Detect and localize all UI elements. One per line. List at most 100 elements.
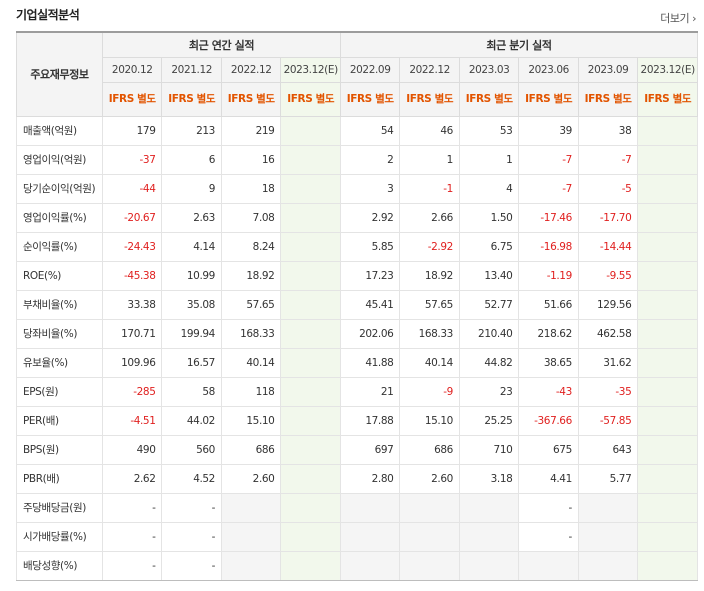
table-row: ROE(%) -45.38 10.99 18.92 17.23 18.92 13.40 -1.… [16,260,698,291]
value-cell [339,550,401,581]
value-cell: - [518,521,579,552]
value-cell: 560 [161,434,222,465]
value-cell: 118 [220,376,282,407]
value-cell: 31.62 [577,347,639,378]
value-cell: 40.14 [220,347,282,378]
value-cell: 109.96 [101,347,163,378]
value-cell: -44 [101,173,163,204]
accounting-standard-header: IFRS 별도 [518,81,579,117]
value-cell: 41.88 [339,347,401,378]
row-label: EPS(원) [16,376,103,407]
value-cell: 6.75 [458,231,520,262]
value-cell [577,550,639,581]
value-cell: 2.60 [220,463,282,494]
value-cell [637,521,698,552]
value-cell: 4.41 [518,463,579,494]
value-cell: 179 [101,115,163,146]
value-cell: 213 [161,115,222,146]
value-cell: 168.33 [399,318,460,349]
value-cell: 33.38 [101,289,163,320]
value-cell: -20.67 [101,202,163,233]
value-cell: 1 [399,144,460,175]
value-cell: 462.58 [577,318,639,349]
value-cell: 53 [458,115,520,146]
value-cell: 2.60 [399,463,460,494]
value-cell [220,521,282,552]
value-cell: 21 [339,376,401,407]
value-cell: 58 [161,376,222,407]
value-cell [637,434,698,465]
value-cell: 202.06 [339,318,401,349]
value-cell: 15.10 [220,405,282,436]
period-header: 2022.12 [399,56,460,83]
table-row: PBR(배) 2.62 4.52 2.60 2.80 2.60 3.18 4.41 5.77 [16,463,698,494]
value-cell: - [101,492,163,523]
financial-summary-table: 주요재무정보 최근 연간 실적 최근 분기 실적 2020.12 2021.12 2… [16,31,699,581]
row-label: ROE(%) [16,260,103,291]
value-cell: 44.02 [161,405,222,436]
table-row: 순이익률(%) -24.43 4.14 8.24 5.85 -2.92 6.75 -16.98… [16,231,698,262]
value-cell [280,318,341,349]
value-cell [458,521,520,552]
value-cell [637,492,698,523]
value-cell: 490 [101,434,163,465]
table-row: 시가배당률(%) - - - [16,521,698,552]
period-header: 2021.12 [161,56,222,83]
row-label: 당좌비율(%) [16,318,103,349]
value-cell [280,463,341,494]
value-cell: 199.94 [161,318,222,349]
value-cell: -1.19 [518,260,579,291]
row-label: 시가배당률(%) [16,521,103,552]
value-cell [637,231,698,262]
value-cell [637,376,698,407]
chevron-right-icon: › [692,12,696,25]
value-cell: 40.14 [399,347,460,378]
accounting-standard-header: IFRS 별도 [280,81,341,117]
item-column-header: 주요재무정보 [16,31,103,117]
value-cell: -7 [518,144,579,175]
value-cell: 168.33 [220,318,282,349]
accounting-standard-header: IFRS 별도 [637,81,698,117]
value-cell [280,521,341,552]
value-cell [637,115,698,146]
value-cell: 697 [339,434,401,465]
value-cell: 38.65 [518,347,579,378]
value-cell: 52.77 [458,289,520,320]
value-cell: 170.71 [101,318,163,349]
table-row: 매출액(억원) 179 213 219 54 46 53 39 38 [16,115,698,146]
value-cell [637,202,698,233]
value-cell [339,492,401,523]
value-cell: -9 [399,376,460,407]
value-cell: -7 [518,173,579,204]
value-cell: 675 [518,434,579,465]
value-cell: - [101,550,163,581]
value-cell [280,202,341,233]
value-cell: -35 [577,376,639,407]
value-cell: 4 [458,173,520,204]
more-link[interactable]: 더보기 › [660,10,696,26]
value-cell: 1.50 [458,202,520,233]
value-cell: 5.85 [339,231,401,262]
value-cell: -45.38 [101,260,163,291]
value-cell [637,289,698,320]
value-cell: - [518,492,579,523]
value-cell: 4.52 [161,463,222,494]
value-cell: -14.44 [577,231,639,262]
table-row: 유보율(%) 109.96 16.57 40.14 41.88 40.14 44.82 38.… [16,347,698,378]
row-label: 영업이익률(%) [16,202,103,233]
value-cell [280,289,341,320]
row-label: 매출액(억원) [16,115,103,146]
value-cell: 54 [339,115,401,146]
table-row: 당좌비율(%) 170.71 199.94 168.33 202.06 168.33 210… [16,318,698,349]
accounting-standard-header: IFRS 별도 [220,81,282,117]
value-cell [280,434,341,465]
table-row: 배당성향(%) - - [16,550,698,581]
value-cell: 218.62 [518,318,579,349]
value-cell [280,376,341,407]
value-cell: 17.23 [339,260,401,291]
period-header: 2023.12(E) [280,56,341,83]
value-cell: -16.98 [518,231,579,262]
value-cell [399,492,460,523]
accounting-standard-header: IFRS 별도 [577,81,639,117]
value-cell: 57.65 [220,289,282,320]
